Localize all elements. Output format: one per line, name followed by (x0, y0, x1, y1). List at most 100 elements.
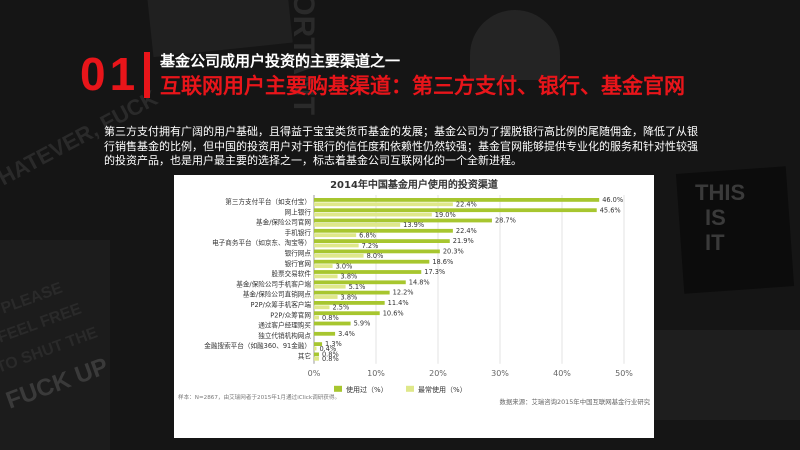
bar-used (314, 208, 597, 213)
title-divider (144, 52, 150, 98)
bar-used (314, 301, 385, 305)
bar-used (314, 218, 492, 223)
bar-most-used (314, 202, 453, 207)
bg-block (470, 10, 560, 80)
category-label: 基金/保险公司直销网点 (243, 290, 312, 299)
category-label: P2P/众筹官网 (270, 310, 311, 319)
value-label-used: 1.3% (325, 340, 342, 348)
x-tick-label: 0% (308, 369, 321, 378)
value-label-most-used: 0.8% (322, 355, 339, 363)
bar-used (314, 249, 440, 254)
value-label-most-used: 0.8% (322, 314, 339, 322)
bar-used (314, 290, 390, 295)
category-label: 通过客户经理购买 (258, 321, 311, 330)
bar-most-used (314, 223, 401, 227)
bar-used (314, 259, 430, 264)
slide-header: 01 基金公司成用户投资的主要渠道之一 互联网用户主要购基渠道：第三方支付、银行… (80, 46, 730, 106)
category-label: 网上银行 (285, 207, 312, 216)
bar-used (314, 228, 453, 233)
value-label-most-used: 5.1% (349, 283, 366, 291)
bar-used (314, 280, 406, 285)
category-label: 股票交易软件 (271, 269, 311, 278)
value-label-most-used: 3.8% (341, 293, 358, 301)
value-label-most-used: 3.0% (336, 262, 353, 270)
bar-used (314, 331, 336, 336)
bar-used (314, 239, 450, 243)
category-label: 第三方支付平台（如支付宝） (225, 197, 311, 206)
bar-most-used (314, 253, 364, 258)
value-label-used: 14.8% (409, 278, 430, 286)
bar-used (314, 198, 600, 202)
bar-most-used (314, 315, 319, 320)
value-label-most-used: 8.0% (367, 252, 384, 260)
value-label-most-used: 22.4% (456, 201, 477, 209)
value-label-used: 28.7% (495, 217, 516, 225)
section-subtitle: 互联网用户主要购基渠道：第三方支付、银行、基金官网 (160, 74, 685, 98)
legend-label-used: 使用过（%） (346, 385, 388, 394)
value-label-used: 46.0% (602, 196, 623, 204)
bg-block (640, 330, 800, 420)
section-title: 基金公司成用户投资的主要渠道之一 (160, 52, 401, 70)
category-label: 银行网点 (285, 249, 312, 258)
value-label-used: 3.4% (338, 330, 355, 338)
legend-swatch-used (334, 385, 342, 392)
category-label: 基金/保险公司手机客户端 (236, 279, 311, 288)
value-label-used: 17.3% (424, 268, 445, 276)
bar-used (314, 311, 380, 316)
x-tick-label: 20% (429, 369, 447, 378)
bar-most-used (314, 274, 338, 279)
bar-used (314, 342, 323, 346)
value-label-used: 0.8% (322, 351, 339, 359)
category-label: 银行官网 (285, 259, 312, 268)
bar-most-used (314, 264, 333, 268)
bar-most-used (314, 295, 338, 299)
category-label: 金融搜索平台（如融360、91金融） (204, 341, 311, 350)
category-label: 其它 (298, 352, 311, 361)
bar-most-used (314, 356, 319, 361)
value-label-used: 20.3% (443, 248, 464, 256)
x-tick-label: 30% (491, 369, 509, 378)
category-label: 独立代销机构网点 (258, 331, 311, 340)
value-label-used: 5.9% (354, 320, 371, 328)
value-label-most-used: 2.5% (333, 304, 350, 312)
x-tick-label: 40% (553, 369, 571, 378)
bg-word: THIS (695, 180, 746, 205)
category-label: 电子商务平台（如京东、淘宝等） (212, 238, 311, 247)
chart-panel: 2014年中国基金用户使用的投资渠道 0% 10% 20% 30% 40% 50% 第三方支付… (174, 175, 654, 438)
legend-label-most-used: 最常使用（%） (418, 385, 467, 394)
bar-most-used (314, 243, 359, 248)
bar-chart: 2014年中国基金用户使用的投资渠道 0% 10% 20% 30% 40% 50% 第三方支付… (178, 178, 651, 406)
value-label-most-used: 13.9% (403, 221, 424, 229)
value-label-most-used: 3.8% (341, 273, 358, 281)
bg-word: IT (705, 230, 725, 255)
category-label: 基金/保险公司官网 (256, 218, 311, 227)
description-paragraph: 第三方支付拥有广阔的用户基础，且得益于宝宝类货币基金的发展；基金公司为了摆脱银行… (104, 125, 698, 167)
bg-block (0, 240, 110, 450)
value-label-used: 22.4% (456, 227, 477, 235)
legend-swatch-most-used (406, 385, 414, 392)
category-label: 手机银行 (285, 228, 312, 237)
x-tick-label: 10% (367, 369, 385, 378)
bar-used (314, 321, 351, 326)
value-label-most-used: 0.4% (319, 345, 336, 353)
value-label-used: 10.6% (383, 309, 404, 317)
bar-most-used (314, 305, 330, 310)
section-number: 01 (80, 48, 140, 100)
value-label-used: 12.2% (393, 289, 414, 297)
value-label-most-used: 7.2% (362, 242, 379, 250)
source-note: 数据来源：艾瑞咨询2015年中国互联网基金行业研究 (500, 397, 651, 406)
value-label-used: 21.9% (453, 237, 474, 245)
bg-word: IS (705, 205, 726, 230)
category-label: P2P/众筹手机客户端 (250, 300, 311, 309)
bar-most-used (314, 212, 432, 217)
value-label-used: 18.6% (432, 258, 453, 266)
value-label-most-used: 6.8% (359, 232, 376, 240)
chart-title: 2014年中国基金用户使用的投资渠道 (330, 178, 498, 191)
bar-used (314, 270, 422, 274)
x-tick-label: 50% (615, 369, 633, 378)
bar-most-used (314, 284, 346, 289)
value-label-used: 11.4% (388, 299, 409, 307)
bar-most-used (314, 233, 357, 238)
bar-used (314, 352, 319, 357)
